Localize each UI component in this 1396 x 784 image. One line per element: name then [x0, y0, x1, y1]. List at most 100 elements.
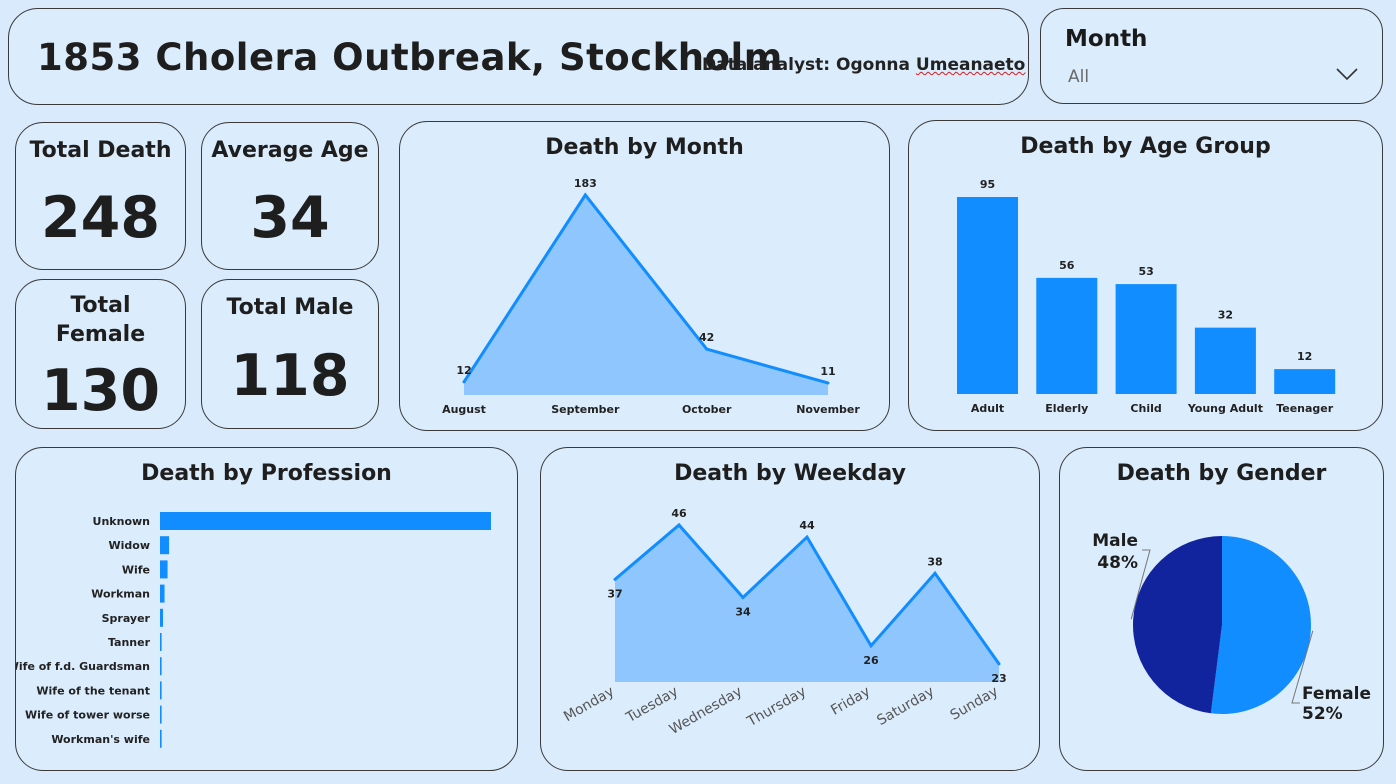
data-label: 38	[927, 555, 942, 568]
x-tick-label: October	[682, 403, 732, 416]
x-tick-label: Young Adult	[1187, 402, 1263, 415]
chart-title: Death by Gender	[1116, 461, 1327, 486]
pie-slice	[1132, 536, 1222, 714]
profession-chart-card: Death by Profession Unknown Widow Wife Work…	[15, 447, 518, 771]
kpi-total-female: Total Female 130	[15, 279, 186, 429]
weekday-chart-card: Death by Weekday 37 46 34 44 26 38 23 Monday Tue…	[540, 447, 1040, 771]
bar	[1036, 277, 1098, 394]
x-tick-label: Sunday	[948, 684, 1001, 724]
kpi-label: Average Age	[211, 138, 369, 163]
chart-title: Death by Weekday	[674, 461, 906, 486]
data-label: 26	[863, 654, 879, 667]
bar	[160, 560, 168, 579]
legend-label: Female	[1302, 684, 1371, 704]
kpi-label: Total Male	[226, 295, 354, 320]
x-tick-label: August	[442, 403, 486, 416]
data-point	[741, 595, 745, 599]
data-label: 95	[980, 178, 995, 191]
chevron-down-icon[interactable]	[1336, 67, 1358, 81]
data-point	[805, 535, 809, 539]
kpi-value: 130	[41, 358, 160, 424]
chart-title: Death by Age Group	[1020, 134, 1271, 159]
chart-title: Death by Month	[545, 135, 744, 160]
y-tick-label: Workman's wife	[51, 733, 150, 746]
kpi-label: Total Female	[55, 293, 146, 347]
data-point	[869, 644, 873, 648]
kpi-label: Total Death	[29, 138, 172, 163]
y-tick-label: Wife of f.d. Guardsman	[16, 660, 150, 673]
y-tick-label: Workman	[91, 588, 150, 601]
month-slicer-value[interactable]: All	[1068, 67, 1090, 87]
analyst-name: Umeanaeto	[915, 55, 1026, 75]
dashboard-title: 1853 Cholera Outbreak, Stockholm	[37, 36, 783, 79]
slice-value-label: 48%	[1097, 553, 1138, 573]
bar	[1274, 369, 1336, 394]
age-chart-card: Death by Age Group 95 Adult 56 Elderly 53 Chi…	[908, 120, 1383, 431]
data-label: 12	[1297, 350, 1312, 363]
data-point	[613, 577, 617, 581]
gender-chart-card: Death by Gender Female 52% Male 48%	[1059, 447, 1384, 771]
analyst-credit: Data analyst: Ogonna Umeanaeto	[702, 55, 1025, 75]
bar	[160, 657, 162, 676]
bar	[1194, 327, 1256, 394]
data-point	[462, 380, 466, 384]
data-label: 46	[671, 507, 687, 520]
month-slicer[interactable]: Month All	[1040, 8, 1383, 104]
bar	[160, 608, 164, 627]
data-point	[997, 662, 1001, 666]
bar	[160, 705, 162, 724]
data-label: 183	[574, 177, 597, 190]
data-label: 42	[699, 331, 714, 344]
x-tick-label: Adult	[971, 402, 1004, 415]
bar	[160, 584, 165, 603]
data-label: 56	[1059, 259, 1075, 272]
x-tick-label: September	[551, 403, 620, 416]
kpi-total-male: Total Male 118	[201, 279, 379, 429]
x-tick-label: Thursday	[744, 684, 809, 731]
y-tick-label: Unknown	[93, 515, 150, 528]
y-tick-label: Wife of tower worse	[25, 709, 150, 722]
bar	[160, 512, 491, 530]
data-label: 23	[991, 672, 1006, 685]
data-label: 32	[1218, 309, 1233, 322]
leader-line	[1130, 549, 1151, 620]
data-point	[933, 571, 937, 575]
data-label: 44	[799, 519, 815, 532]
bar	[1115, 284, 1177, 394]
month-slicer-label: Month	[1065, 26, 1148, 52]
x-tick-label: Child	[1130, 402, 1161, 415]
data-point	[826, 381, 830, 385]
series-area	[615, 525, 999, 682]
series-area	[464, 195, 828, 395]
kpi-total-death: Total Death 248	[15, 122, 186, 270]
analyst-prefix: Data analyst: Ogonna	[702, 55, 916, 75]
bar	[160, 729, 162, 748]
chart-title: Death by Profession	[141, 461, 392, 486]
month-chart-card: Death by Month 12 183 42 11 August September O…	[399, 121, 890, 431]
y-tick-label: Tanner	[108, 636, 151, 649]
kpi-average-age: Average Age 34	[201, 122, 379, 270]
legend-label: Male	[1092, 531, 1138, 551]
x-tick-label: Monday	[561, 684, 617, 725]
pie-slice	[1210, 536, 1311, 714]
y-tick-label: Wife	[122, 563, 150, 576]
month-area-chart: 12 183 42 11 August September October November	[442, 177, 860, 416]
data-label: 53	[1138, 265, 1153, 278]
kpi-value: 118	[230, 343, 350, 409]
data-point	[705, 347, 709, 351]
data-label: 12	[456, 364, 471, 377]
profession-bar-chart: Unknown Widow Wife Workman Sprayer Tanner Wife…	[16, 512, 491, 748]
data-point	[677, 523, 681, 527]
y-tick-label: Widow	[109, 539, 151, 552]
age-bar-chart: 95 Adult 56 Elderly 53 Child 32 Young Adult 12 Te…	[957, 178, 1336, 415]
bar	[160, 681, 162, 700]
bar	[160, 536, 170, 555]
data-label: 34	[735, 605, 751, 618]
x-tick-label: Elderly	[1045, 402, 1088, 415]
x-tick-label: Friday	[828, 684, 873, 719]
title-banner: 1853 Cholera Outbreak, Stockholm Data an…	[8, 8, 1029, 105]
kpi-value: 34	[250, 185, 330, 251]
x-tick-label: Wednesday	[667, 684, 745, 738]
